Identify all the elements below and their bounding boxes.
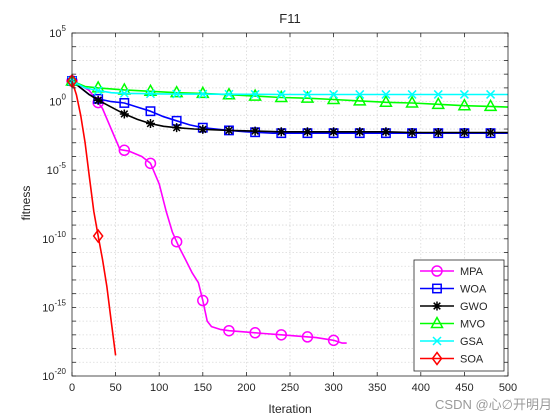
data-point-gsa — [381, 89, 391, 99]
y-tick-label: 10-5 — [47, 161, 67, 177]
y-tick-label: 100 — [49, 93, 66, 109]
data-point-gsa — [302, 89, 312, 99]
series-line-mvo — [71, 80, 509, 108]
data-point-gwo — [329, 127, 339, 137]
legend-label: GWO — [460, 301, 488, 313]
data-point-gsa — [93, 86, 103, 96]
x-tick-label: 250 — [281, 382, 299, 394]
x-axis-label: Iteration — [268, 402, 311, 416]
y-tick-label: 10-20 — [42, 367, 66, 383]
data-point-gsa — [433, 89, 443, 99]
legend-item-gwo: GWO — [420, 301, 488, 313]
x-tick-label: 200 — [237, 382, 255, 394]
data-point-gsa — [486, 89, 496, 99]
data-point-gsa — [276, 89, 286, 99]
legend: MPA WOA GWO MVO GSA SOA — [413, 259, 505, 372]
series-line-soa — [71, 80, 117, 356]
data-point-gsa — [407, 89, 417, 99]
data-point-mvo — [379, 94, 393, 108]
data-point-mpa — [301, 331, 314, 343]
x-tick-label: 150 — [194, 382, 212, 394]
data-point-mvo — [483, 98, 498, 112]
x-tick-label: 400 — [412, 382, 430, 394]
data-point-mvo — [457, 98, 472, 111]
legend-label: SOA — [460, 354, 484, 366]
legend-marker — [430, 315, 444, 329]
x-tick-label: 100 — [150, 382, 168, 394]
data-point-gwo — [198, 124, 208, 134]
data-point-gsa — [145, 89, 156, 99]
y-axis-label: fitness — [19, 186, 33, 221]
y-tick-label: 10-10 — [42, 230, 66, 246]
y-tick-label: 10-15 — [42, 298, 66, 314]
data-point-gwo — [224, 125, 234, 135]
legend-label: MPA — [460, 266, 484, 278]
x-tick-label: 50 — [109, 382, 121, 394]
data-point-gwo — [433, 127, 443, 137]
x-tick-label: 0 — [69, 382, 75, 394]
series-line-mpa — [71, 80, 347, 344]
legend-label: MVO — [460, 319, 486, 331]
legend-item-gsa: GSA — [420, 336, 484, 348]
data-point-gsa — [172, 89, 182, 99]
data-point-gwo — [172, 123, 182, 133]
data-point-gwo — [276, 127, 286, 137]
legend-item-mpa: MPA — [420, 265, 484, 278]
data-point-woa — [119, 98, 130, 108]
x-tick-label: 500 — [499, 382, 517, 394]
data-point-mpa — [170, 235, 183, 248]
data-point-gwo — [93, 95, 103, 105]
legend-label: GSA — [460, 336, 484, 348]
legend-item-mvo: MVO — [420, 315, 486, 331]
legend-label: WOA — [460, 284, 487, 296]
data-point-mpa — [327, 334, 340, 347]
data-point-mpa — [118, 144, 131, 157]
data-point-gwo — [381, 127, 391, 137]
series-layer — [65, 73, 509, 356]
data-point-soa — [92, 228, 104, 244]
data-point-gsa — [329, 89, 339, 99]
data-point-mvo — [352, 93, 367, 106]
data-point-gwo — [145, 119, 155, 129]
x-tick-label: 450 — [455, 382, 473, 394]
x-tick-label: 300 — [324, 382, 342, 394]
watermark-text: CSDN @心∅开明月 — [435, 397, 552, 412]
data-point-mpa — [197, 294, 209, 307]
data-point-mpa — [275, 329, 288, 341]
series-line-gsa — [71, 80, 508, 96]
data-point-gsa — [119, 88, 129, 98]
axes: 0 50 100 150 200 250 300 350 400 450 500 10-20 10-15… — [42, 24, 517, 394]
data-point-woa — [145, 106, 156, 117]
data-point-gwo — [250, 126, 260, 136]
data-point-mvo — [431, 96, 446, 110]
legend-marker — [431, 351, 443, 366]
legend-marker — [432, 301, 442, 311]
data-point-mvo — [326, 91, 341, 105]
data-point-gwo — [486, 127, 496, 137]
data-point-gsa — [250, 89, 260, 99]
legend-marker — [431, 265, 443, 277]
chart-title: F11 — [279, 11, 300, 26]
legend-marker — [432, 336, 442, 346]
legend-box — [413, 259, 505, 372]
data-point-mvo — [405, 95, 419, 108]
legend-marker — [432, 283, 442, 294]
data-point-gwo — [407, 127, 417, 137]
data-point-mpa — [249, 327, 261, 339]
data-point-mpa — [223, 324, 235, 337]
data-point-gsa — [355, 89, 365, 99]
data-point-gwo — [459, 127, 469, 137]
legend-item-soa: SOA — [420, 351, 484, 366]
data-point-gsa — [198, 89, 208, 99]
y-tick-label: 105 — [49, 24, 66, 40]
data-point-gwo — [355, 127, 365, 137]
data-point-mpa — [144, 157, 157, 170]
legend-item-woa: WOA — [420, 284, 487, 296]
data-point-gsa — [224, 89, 234, 99]
data-point-gwo — [302, 127, 312, 137]
x-tick-label: 350 — [368, 382, 386, 394]
data-point-gsa — [459, 89, 469, 99]
data-point-gwo — [119, 109, 129, 119]
